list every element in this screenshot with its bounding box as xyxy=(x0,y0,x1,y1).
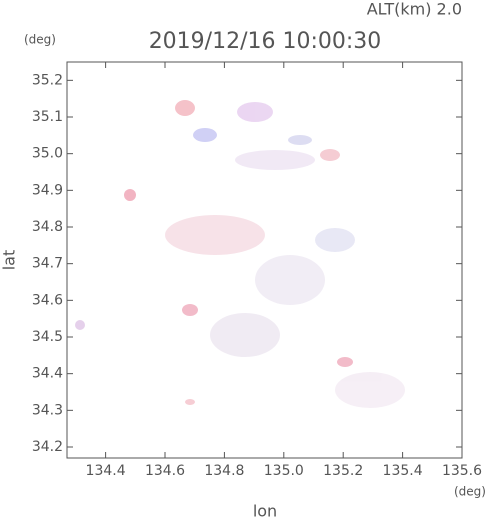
plot-frame xyxy=(66,61,463,459)
y-tick-label: 34.5 xyxy=(32,329,63,345)
x-tick-label: 135.0 xyxy=(264,463,304,479)
y-unit: (deg) xyxy=(24,33,56,47)
echo-field xyxy=(75,100,405,408)
x-tick-label: 134.8 xyxy=(204,463,244,479)
x-tick-label: 134.4 xyxy=(86,463,126,479)
y-tick-label: 34.9 xyxy=(32,182,63,198)
x-tick-label: 135.6 xyxy=(442,463,482,479)
altitude-label: ALT(km) 2.0 xyxy=(367,0,462,19)
x-unit: (deg) xyxy=(454,485,486,499)
y-tick-label: 34.3 xyxy=(32,402,63,418)
chart-title: 2019/12/16 10:00:30 xyxy=(149,29,382,54)
y-tick-label: 34.8 xyxy=(32,219,63,235)
x-axis-label: lon xyxy=(253,502,277,521)
x-tick-label: 135.4 xyxy=(383,463,423,479)
y-tick-label: 34.2 xyxy=(32,439,63,455)
y-tick-label: 35.0 xyxy=(32,146,63,162)
x-tick-label: 134.6 xyxy=(145,463,185,479)
y-tick-label: 34.7 xyxy=(32,256,63,272)
y-tick-label: 34.4 xyxy=(32,366,63,382)
x-tick-label: 135.2 xyxy=(323,463,363,479)
y-tick-label: 35.1 xyxy=(32,109,63,125)
y-axis-label: lat xyxy=(0,250,19,271)
y-tick-label: 34.6 xyxy=(32,292,63,308)
y-tick-label: 35.2 xyxy=(32,72,63,88)
